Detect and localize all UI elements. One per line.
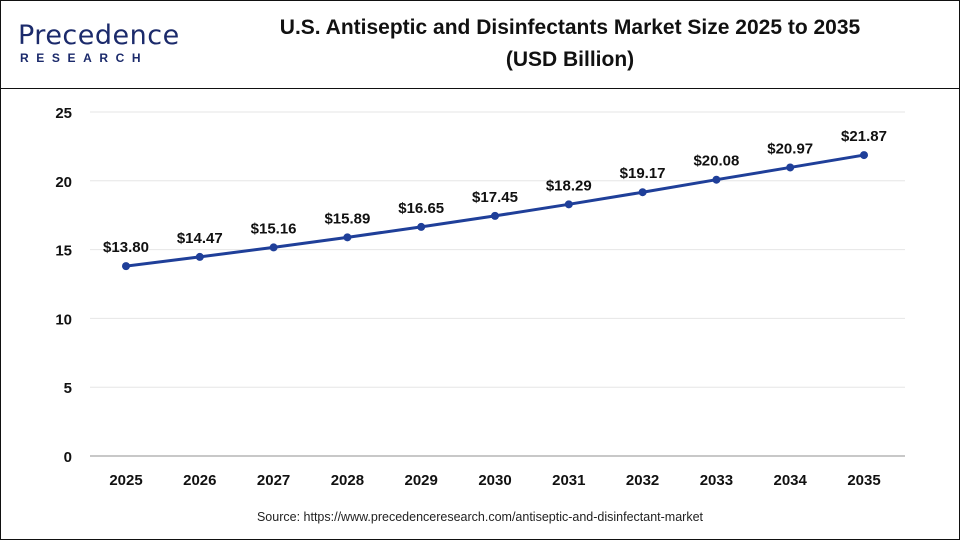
data-label: $17.45 — [472, 189, 518, 206]
data-point — [564, 200, 573, 209]
logo-main: Precedence — [18, 20, 180, 51]
header-divider — [0, 88, 960, 89]
logo: Precedence RESEARCH — [18, 20, 179, 65]
x-tick-label: 2035 — [847, 472, 880, 489]
data-point — [860, 151, 868, 160]
x-tick-label: 2031 — [552, 472, 585, 489]
data-label: $18.29 — [546, 177, 592, 194]
data-label: $14.47 — [177, 230, 223, 247]
data-point — [343, 233, 352, 242]
logo-sub: RESEARCH — [20, 51, 149, 65]
data-label: $15.16 — [251, 220, 297, 237]
data-point — [122, 262, 130, 271]
data-point — [638, 188, 647, 197]
data-label: $20.97 — [767, 140, 813, 157]
source-note: Source: https://www.precedenceresearch.c… — [256, 510, 704, 524]
y-tick-label: 10 — [55, 311, 72, 328]
x-tick-label: 2030 — [478, 472, 511, 489]
y-tick-label: 5 — [64, 380, 72, 397]
x-tick-label: 2025 — [109, 472, 142, 489]
y-tick-label: 0 — [64, 449, 72, 466]
data-label: $21.87 — [841, 128, 887, 145]
chart-title-line-2: (USD Billion) — [505, 48, 635, 71]
data-label: $19.17 — [620, 165, 666, 182]
data-label: $13.80 — [103, 239, 149, 256]
x-tick-label: 2034 — [774, 472, 808, 489]
data-label: $20.08 — [693, 153, 739, 170]
x-tick-label: 2026 — [183, 472, 216, 489]
data-point — [786, 163, 795, 172]
data-label: $15.89 — [324, 210, 370, 227]
x-tick-label: 2028 — [331, 472, 364, 489]
y-tick-label: 15 — [55, 243, 72, 260]
chart-title: U.S. Antiseptic and Disinfectants Market… — [190, 12, 950, 76]
x-tick-label: 2029 — [405, 472, 438, 489]
data-label: $16.65 — [398, 200, 444, 217]
x-tick-label: 2033 — [700, 472, 733, 489]
x-tick-label: 2027 — [257, 472, 290, 489]
y-tick-label: 20 — [55, 174, 72, 191]
data-point — [491, 211, 499, 220]
data-point — [195, 252, 204, 261]
y-tick-label: 25 — [55, 105, 72, 122]
chart-title-line-1: U.S. Antiseptic and Disinfectants Market… — [279, 16, 861, 39]
x-tick-label: 2032 — [626, 472, 659, 489]
data-point — [269, 243, 278, 252]
data-point — [712, 175, 721, 184]
data-point — [417, 222, 426, 231]
